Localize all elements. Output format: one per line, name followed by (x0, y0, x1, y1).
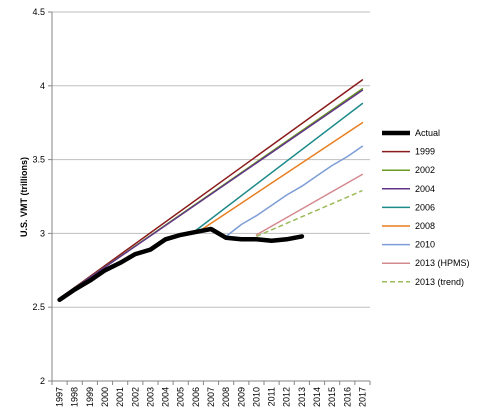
x-tick-label: 2005 (176, 387, 186, 407)
x-tick-label: 2010 (251, 387, 261, 407)
x-tick-label: 2006 (191, 387, 201, 407)
series-line-1999 (58, 79, 364, 300)
legend-label: Actual (415, 128, 440, 138)
y-tick-label: 3 (40, 228, 45, 238)
x-tick-label: 2004 (161, 387, 171, 407)
series-line-2010 (225, 145, 364, 238)
x-tick-label: 2007 (206, 387, 216, 407)
tick-labels: 2 2.5 3 3.5 4 4.5 1997 1998 1999 2000 2001 2002 2003… (32, 7, 367, 407)
x-tick-label: 2009 (236, 387, 246, 407)
y-tick-label: 4.5 (32, 7, 45, 17)
axes (48, 11, 371, 385)
x-tick-label: 2000 (100, 387, 110, 407)
legend-label: 2010 (415, 240, 435, 250)
x-tick-label: 2017 (357, 387, 367, 407)
x-tick-label: 2013 (297, 387, 307, 407)
legend-label: 2013 (HPMS) (415, 258, 470, 268)
y-tick-label: 2 (40, 376, 45, 386)
legend-label: 2006 (415, 202, 435, 212)
x-tick-label: 2012 (282, 387, 292, 407)
series-line-2004 (58, 89, 364, 300)
x-tick-label: 2014 (312, 387, 322, 407)
legend-label: 2008 (415, 221, 435, 231)
y-tick-label: 3.5 (32, 155, 45, 165)
series-line-2013-hpms (255, 173, 364, 236)
x-tick-label: 2011 (267, 387, 277, 406)
legend-label: 2002 (415, 165, 435, 175)
legend-label: 1999 (415, 147, 435, 157)
series-line-actual (57, 226, 305, 303)
x-tick-label: 1998 (70, 387, 80, 407)
legend-label: 2013 (trend) (415, 277, 464, 287)
y-tick-label: 2.5 (32, 302, 45, 312)
legend: Actual 1999 2002 2004 2006 2008 2010 2013 (HPMS… (382, 128, 470, 287)
legend-label: 2004 (415, 184, 435, 194)
x-tick-label: 2015 (327, 387, 337, 407)
x-tick-label: 2001 (115, 387, 125, 407)
gridlines (52, 11, 370, 308)
x-tick-label: 1999 (85, 387, 95, 407)
y-axis-title: U.S. VMT (trillions) (19, 157, 29, 237)
series-line-2013-trend (256, 189, 363, 238)
y-tick-label: 4 (40, 81, 45, 91)
x-tick-label: 2003 (145, 387, 155, 407)
series-line-2006 (195, 102, 364, 232)
x-tick-label: 1997 (55, 387, 65, 407)
x-tick-label: 2008 (221, 387, 231, 407)
x-tick-label: 2002 (130, 387, 140, 407)
x-tick-label: 2016 (342, 387, 352, 407)
series-line-2008 (195, 121, 364, 235)
series-lines (57, 79, 364, 303)
